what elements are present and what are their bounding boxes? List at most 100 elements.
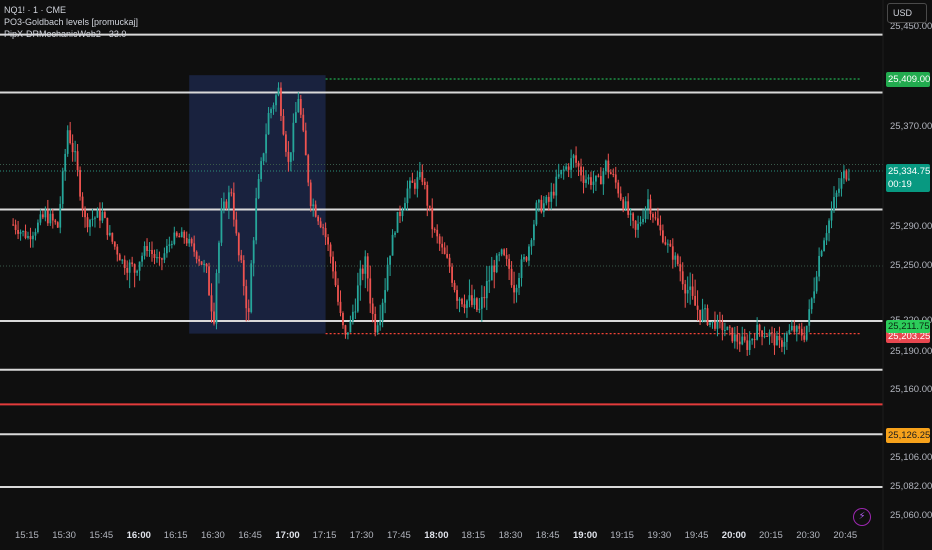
candle bbox=[644, 206, 647, 223]
candle-body bbox=[237, 233, 240, 256]
candle-body bbox=[523, 257, 525, 260]
candle-body bbox=[503, 249, 506, 256]
candle bbox=[183, 230, 186, 244]
candle-body bbox=[614, 174, 617, 183]
candle bbox=[106, 217, 109, 240]
indicator-goldbach[interactable]: PO3-Goldbach levels [promuckaj] bbox=[4, 17, 139, 27]
candle-body bbox=[488, 280, 491, 282]
candle bbox=[580, 158, 582, 182]
candle bbox=[813, 277, 816, 304]
candle-body bbox=[778, 335, 781, 341]
candle-body bbox=[845, 170, 848, 180]
candle bbox=[69, 121, 72, 145]
candle-body bbox=[766, 335, 768, 337]
candle-body bbox=[555, 176, 558, 196]
candle-body bbox=[232, 192, 235, 220]
candle-body bbox=[307, 155, 310, 183]
candle bbox=[746, 334, 749, 356]
candle bbox=[468, 279, 471, 308]
candle bbox=[659, 215, 662, 236]
candle-body bbox=[297, 99, 300, 113]
candle bbox=[642, 209, 644, 225]
candle bbox=[602, 167, 605, 195]
candle-body bbox=[466, 300, 468, 308]
candle-body bbox=[168, 244, 171, 246]
candle bbox=[743, 328, 746, 343]
candle-body bbox=[800, 328, 803, 336]
candle bbox=[843, 165, 845, 185]
candle bbox=[557, 163, 560, 179]
candle-body bbox=[203, 263, 205, 265]
candle-body bbox=[399, 212, 401, 217]
candle-body bbox=[557, 174, 560, 177]
candle-body bbox=[483, 297, 486, 299]
candle-body bbox=[215, 273, 218, 324]
currency-button[interactable]: USD bbox=[887, 3, 927, 23]
candle-body bbox=[411, 180, 414, 183]
candle bbox=[758, 323, 761, 337]
candle bbox=[463, 294, 466, 314]
candle-body bbox=[185, 238, 188, 244]
candle bbox=[490, 256, 493, 281]
candle-body bbox=[525, 257, 528, 261]
candle bbox=[674, 252, 677, 268]
candle bbox=[361, 264, 364, 281]
candle bbox=[483, 286, 486, 308]
candle bbox=[396, 211, 399, 233]
candle bbox=[307, 153, 310, 187]
candle-body bbox=[664, 242, 667, 245]
candle-body bbox=[773, 333, 776, 346]
time-tick-label: 16:15 bbox=[163, 530, 188, 541]
candle bbox=[203, 259, 205, 273]
lightning-icon[interactable]: ⚡ bbox=[853, 508, 871, 526]
candle bbox=[716, 314, 719, 337]
candle-body bbox=[257, 178, 260, 199]
candle-body bbox=[714, 321, 716, 329]
candle-body bbox=[515, 287, 518, 293]
candle-body bbox=[170, 243, 173, 245]
candle-body bbox=[255, 198, 258, 241]
candle bbox=[456, 285, 458, 309]
candle-body bbox=[354, 311, 357, 313]
candle-body bbox=[391, 234, 394, 256]
candle-body bbox=[27, 236, 29, 238]
candle bbox=[257, 174, 260, 200]
candle-body bbox=[59, 203, 62, 228]
candle bbox=[493, 259, 496, 289]
candle-body bbox=[361, 268, 364, 274]
candle bbox=[629, 208, 632, 226]
indicator-pipx[interactable]: PipX-DRMechanicWeb2 · 33.0 bbox=[4, 29, 127, 39]
candle bbox=[354, 298, 357, 319]
candle bbox=[654, 211, 657, 221]
candle bbox=[575, 146, 577, 168]
candle-body bbox=[379, 320, 382, 326]
candle bbox=[753, 332, 756, 349]
time-tick-label: 20:30 bbox=[796, 530, 820, 541]
candle-body bbox=[366, 256, 369, 279]
candle bbox=[180, 227, 183, 238]
candle-body bbox=[599, 176, 602, 185]
candle-body bbox=[364, 256, 367, 274]
candle-body bbox=[815, 276, 818, 292]
candle bbox=[441, 236, 444, 255]
candle-body bbox=[374, 313, 377, 333]
candle bbox=[143, 241, 146, 260]
candle bbox=[200, 261, 203, 266]
candle bbox=[282, 109, 285, 136]
candle-body bbox=[54, 220, 57, 223]
time-tick-label: 20:45 bbox=[833, 530, 858, 541]
candle-body bbox=[669, 243, 672, 247]
candle bbox=[240, 249, 243, 264]
candle-body bbox=[671, 246, 674, 260]
candle-body bbox=[726, 326, 729, 331]
candle bbox=[406, 180, 409, 211]
symbol-title[interactable]: NQ1! · 1 · CME bbox=[4, 5, 67, 15]
candle bbox=[766, 333, 768, 337]
candle-body bbox=[840, 178, 843, 189]
candle-body bbox=[111, 232, 114, 242]
candle-body bbox=[406, 188, 409, 204]
candle bbox=[461, 297, 463, 307]
candle bbox=[815, 270, 818, 294]
candle-body bbox=[423, 181, 426, 185]
